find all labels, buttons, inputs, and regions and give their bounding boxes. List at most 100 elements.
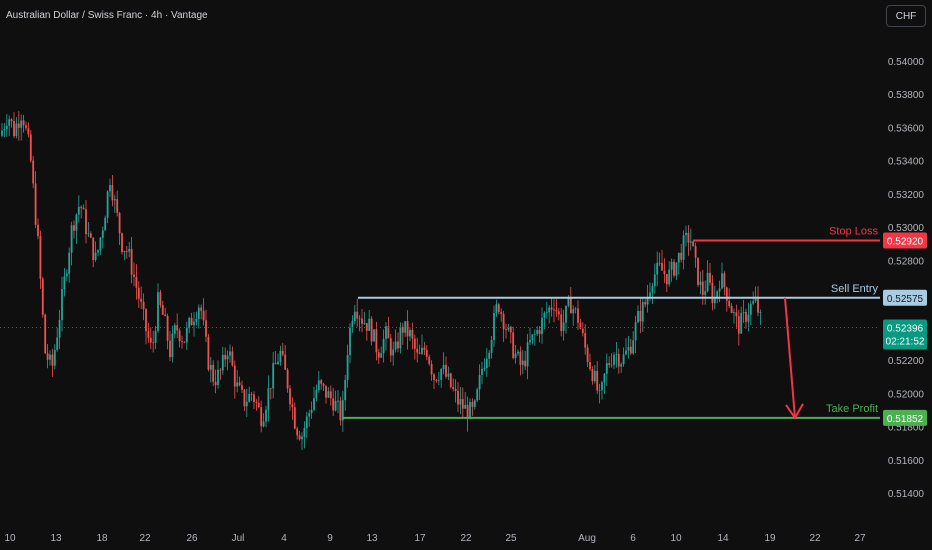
candle: [159, 289, 162, 308]
candle-body: [68, 252, 71, 274]
candle: [560, 307, 563, 337]
candle: [423, 341, 426, 356]
candle-body: [377, 352, 380, 358]
candle: [229, 344, 231, 363]
candle-body: [495, 304, 498, 314]
candle: [754, 286, 757, 303]
candle: [665, 273, 668, 292]
candle-body: [469, 401, 471, 419]
candle-body: [541, 317, 543, 335]
candle: [440, 367, 443, 388]
x-tick-label: 13: [50, 533, 62, 544]
candle-body: [610, 364, 613, 366]
candle-body: [293, 407, 296, 429]
candle-body: [320, 380, 323, 384]
candle: [291, 397, 294, 420]
candle-body: [70, 225, 73, 253]
candle: [682, 230, 685, 270]
x-tick-label: 13: [366, 533, 378, 544]
candle: [368, 309, 371, 331]
candle-body: [361, 318, 363, 324]
candle-body: [641, 302, 644, 322]
candle-body: [245, 401, 248, 407]
candle-body: [543, 313, 546, 318]
candle: [517, 349, 519, 356]
candle: [106, 190, 109, 224]
candle: [25, 121, 27, 131]
candle: [46, 344, 49, 369]
candle-body: [651, 286, 654, 293]
candle: [161, 300, 164, 315]
candle-body: [77, 206, 80, 215]
candle: [200, 304, 203, 320]
candle: [656, 251, 659, 287]
candle: [221, 346, 224, 375]
y-tick-label: 0.54000: [888, 57, 925, 68]
candle-body: [171, 333, 174, 358]
candle-body: [538, 330, 541, 335]
candle-body: [740, 312, 743, 334]
candle: [704, 280, 707, 305]
candle: [341, 390, 344, 432]
candle: [377, 348, 380, 365]
candle-body: [221, 354, 224, 371]
candle: [629, 338, 632, 356]
candle-body: [113, 199, 116, 201]
candle-body: [195, 318, 198, 322]
candle: [188, 316, 191, 334]
candle: [53, 344, 56, 370]
candle: [620, 362, 623, 373]
candle-body: [625, 350, 627, 355]
candle-body: [61, 289, 63, 321]
candle-body: [185, 327, 188, 343]
candle-body: [128, 248, 131, 252]
candle: [245, 388, 248, 418]
candle-body: [728, 300, 731, 307]
candle-body: [471, 401, 474, 407]
candle: [740, 306, 743, 334]
candle-body: [399, 326, 402, 349]
candle: [675, 262, 678, 281]
candle: [133, 262, 135, 287]
candle-body: [353, 311, 356, 322]
candle: [644, 299, 647, 308]
candle: [490, 335, 493, 359]
candle-body: [497, 304, 500, 312]
candle: [361, 308, 363, 333]
candle: [617, 348, 620, 374]
candle-body: [255, 402, 258, 403]
candle-body: [389, 338, 392, 356]
candle-body: [39, 236, 42, 279]
candle: [447, 366, 450, 380]
y-tick-label: 0.53200: [888, 190, 925, 201]
candle: [17, 111, 20, 141]
candle-body: [344, 380, 347, 401]
candle: [505, 323, 507, 339]
candle-body: [550, 307, 553, 310]
candle-body: [274, 363, 277, 365]
candle: [224, 347, 227, 367]
candle: [173, 322, 176, 339]
candle: [41, 276, 44, 318]
candle: [730, 303, 733, 314]
candle-body: [699, 281, 702, 285]
candle: [61, 276, 63, 332]
candle-body: [315, 390, 318, 399]
candle: [445, 356, 447, 379]
currency-button[interactable]: CHF: [886, 5, 926, 27]
candle-body: [557, 311, 560, 315]
candle-body: [267, 388, 270, 410]
candle-body: [44, 314, 47, 354]
candle-body: [533, 333, 536, 335]
candle-body: [411, 329, 414, 339]
candle: [512, 326, 515, 360]
y-tick-label: 0.51800: [888, 423, 925, 434]
candle: [701, 269, 704, 305]
candle-body: [154, 330, 157, 343]
candle-body: [423, 347, 426, 351]
candle: [298, 430, 301, 441]
candle: [178, 328, 181, 348]
candle-body: [149, 337, 152, 343]
candle: [320, 378, 323, 390]
